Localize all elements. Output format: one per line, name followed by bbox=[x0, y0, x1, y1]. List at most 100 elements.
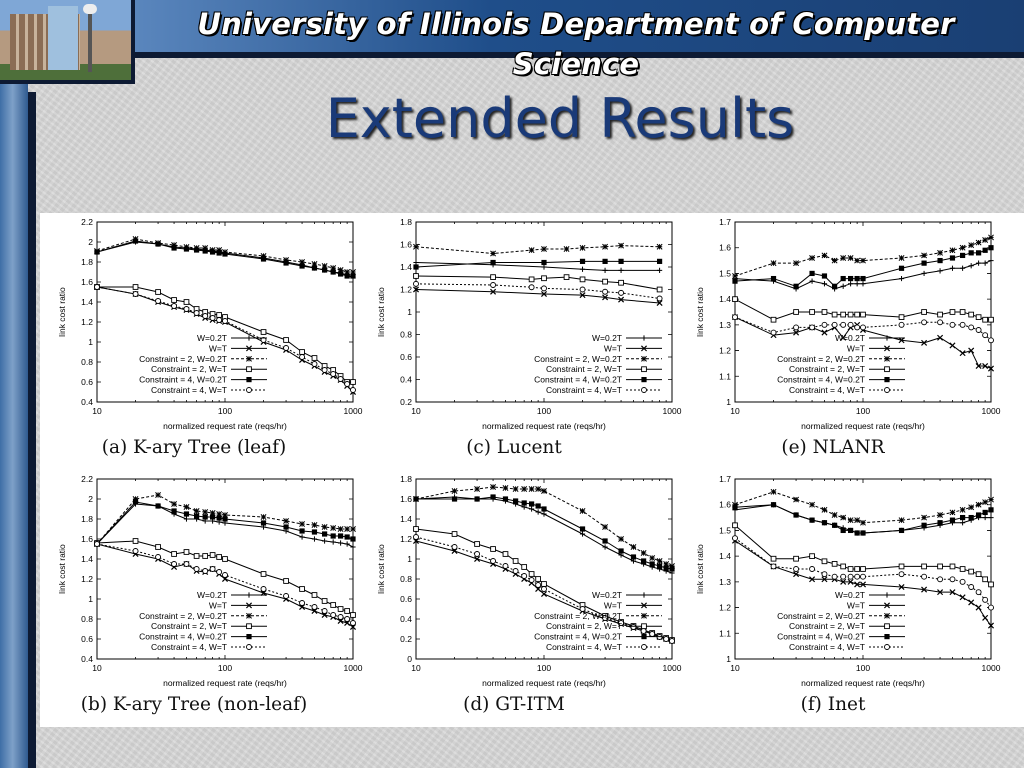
data-point bbox=[299, 521, 306, 527]
data-point bbox=[132, 548, 139, 554]
legend-marker bbox=[884, 355, 890, 362]
data-point bbox=[860, 311, 866, 318]
data-point bbox=[579, 292, 586, 299]
legend-label: W=T bbox=[847, 343, 865, 353]
data-point bbox=[321, 263, 328, 269]
chart-caption: (d) GT-ITM bbox=[463, 694, 565, 715]
data-point bbox=[602, 278, 608, 285]
data-point bbox=[413, 534, 419, 540]
data-point bbox=[350, 536, 356, 542]
y-tick-label: 0.4 bbox=[400, 614, 412, 624]
legend-label: Constraint = 4, W=0.2T bbox=[534, 632, 622, 642]
legend-marker bbox=[884, 377, 890, 383]
x-tick-label: 10 bbox=[92, 406, 102, 416]
data-point bbox=[968, 311, 975, 318]
y-tick-label: 1.1 bbox=[719, 628, 731, 638]
lamp-globe bbox=[83, 4, 97, 14]
data-point bbox=[618, 296, 625, 303]
data-point bbox=[209, 315, 216, 321]
data-point bbox=[982, 499, 989, 506]
data-point bbox=[840, 275, 846, 282]
x-tick-label: 1000 bbox=[982, 663, 1001, 673]
y-axis-label: link cost ratio bbox=[376, 287, 386, 337]
data-point bbox=[541, 246, 547, 252]
data-point bbox=[860, 566, 866, 572]
legend-marker bbox=[245, 345, 253, 352]
data-point bbox=[949, 255, 956, 261]
data-point bbox=[155, 289, 161, 295]
data-point bbox=[898, 275, 905, 282]
data-point bbox=[988, 337, 994, 344]
chart-caption: (c) Lucent bbox=[466, 437, 562, 458]
data-point bbox=[793, 329, 800, 336]
data-point bbox=[350, 526, 356, 532]
data-point bbox=[202, 553, 209, 559]
y-tick-label: 1.4 bbox=[400, 514, 412, 524]
y-tick-label: 1.3 bbox=[719, 577, 731, 587]
data-point bbox=[987, 365, 995, 372]
data-point bbox=[216, 250, 222, 256]
legend-label: Constraint = 2, W=0.2T bbox=[139, 354, 227, 364]
data-point bbox=[821, 273, 828, 279]
data-point bbox=[840, 283, 846, 289]
data-point bbox=[831, 573, 838, 580]
data-point bbox=[982, 514, 988, 521]
data-point bbox=[847, 281, 854, 287]
data-point bbox=[322, 531, 328, 537]
data-point bbox=[770, 563, 777, 570]
legend-marker bbox=[883, 602, 891, 609]
data-point bbox=[840, 334, 847, 341]
data-point bbox=[821, 571, 828, 578]
y-tick-label: 1.7 bbox=[719, 474, 731, 484]
data-point bbox=[513, 498, 519, 504]
data-point bbox=[975, 250, 982, 256]
data-point bbox=[474, 551, 481, 557]
legend-label: W=T bbox=[604, 600, 622, 610]
left-accent-bar bbox=[0, 80, 28, 768]
y-tick-label: 1.4 bbox=[719, 294, 731, 304]
data-point bbox=[183, 504, 190, 510]
data-point bbox=[982, 247, 988, 253]
x-tick-label: 1000 bbox=[663, 406, 682, 416]
data-point bbox=[821, 281, 828, 287]
data-point bbox=[960, 520, 966, 526]
data-point bbox=[193, 553, 200, 559]
data-point bbox=[260, 256, 267, 262]
data-point bbox=[793, 260, 800, 267]
y-tick-label: 1.1 bbox=[719, 371, 731, 381]
data-point bbox=[413, 243, 419, 250]
data-point bbox=[949, 517, 956, 523]
data-point bbox=[840, 311, 847, 318]
campus-building-photo bbox=[0, 0, 135, 84]
x-tick-label: 100 bbox=[218, 406, 232, 416]
y-tick-label: 1.2 bbox=[719, 346, 731, 356]
data-point bbox=[793, 496, 800, 503]
data-point bbox=[618, 620, 625, 626]
data-point bbox=[209, 249, 216, 255]
y-tick-label: 1.6 bbox=[81, 277, 93, 287]
x-axis-label: normalized request rate (reqs/hr) bbox=[163, 421, 287, 431]
y-tick-label: 1.7 bbox=[719, 217, 731, 227]
data-point bbox=[809, 553, 815, 559]
data-point bbox=[821, 329, 828, 336]
data-point bbox=[975, 571, 982, 577]
data-point bbox=[579, 276, 586, 283]
data-point bbox=[209, 552, 216, 558]
data-point bbox=[322, 267, 328, 273]
data-point bbox=[847, 255, 854, 261]
data-point bbox=[975, 589, 982, 596]
y-tick-label: 0.4 bbox=[81, 397, 93, 407]
data-point bbox=[413, 259, 419, 266]
data-point bbox=[770, 260, 777, 267]
data-point bbox=[630, 554, 637, 560]
data-point bbox=[171, 508, 177, 514]
y-tick-label: 2 bbox=[88, 494, 93, 504]
data-point bbox=[322, 538, 328, 544]
data-point bbox=[330, 539, 336, 545]
data-point bbox=[982, 332, 989, 339]
data-point bbox=[793, 571, 800, 578]
data-point bbox=[155, 492, 162, 498]
data-point bbox=[618, 548, 624, 554]
data-point bbox=[299, 528, 305, 534]
data-point bbox=[959, 309, 966, 315]
